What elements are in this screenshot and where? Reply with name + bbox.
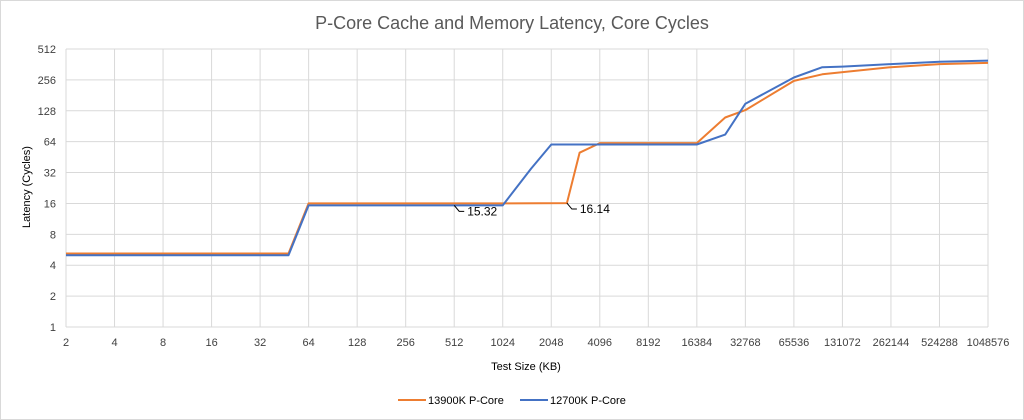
annotations: 15.32 16.14 [453, 202, 610, 218]
y-tick-labels: 1 2 4 8 16 32 64 128 256 512 [38, 44, 56, 334]
x-tick-label: 16 [205, 337, 217, 349]
x-tick-label: 524288 [921, 337, 958, 349]
y-tick-label: 2 [50, 291, 56, 303]
x-tick-label: 131072 [824, 337, 861, 349]
y-tick-label: 8 [50, 229, 56, 241]
x-tick-label: 16384 [682, 337, 713, 349]
grid [65, 48, 989, 328]
y-tick-label: 64 [44, 137, 56, 149]
annotation-leader [453, 205, 465, 212]
series-lines [66, 59, 989, 257]
legend-label: 12700K P-Core [550, 395, 626, 407]
x-tick-label: 1024 [490, 337, 514, 349]
x-axis-label: Test Size (KB) [491, 361, 561, 373]
x-tick-label: 512 [445, 337, 463, 349]
x-tick-label: 262144 [873, 337, 910, 349]
annotation-label: 15.32 [467, 204, 497, 218]
x-tick-label: 8192 [636, 337, 660, 349]
x-tick-label: 2 [63, 337, 69, 349]
y-axis-label: Latency (Cycles) [21, 146, 33, 228]
x-tick-label: 256 [397, 337, 415, 349]
annotation-leader [566, 202, 577, 210]
x-tick-label: 128 [348, 337, 366, 349]
x-tick-label: 64 [303, 337, 315, 349]
y-tick-label: 4 [50, 260, 56, 272]
y-tick-label: 1 [50, 322, 56, 334]
x-tick-label: 32768 [730, 337, 761, 349]
series-line-1 [66, 59, 989, 257]
x-tick-label: 1048576 [967, 337, 1010, 349]
y-tick-label: 128 [38, 106, 56, 118]
y-tick-label: 16 [44, 198, 56, 210]
x-tick-label: 8 [160, 337, 166, 349]
y-tick-label: 32 [44, 168, 56, 180]
legend-label: 13900K P-Core [428, 395, 504, 407]
x-tick-labels: 2 4 8 16 32 64 128 256 512 1024 2048 4096 8192 16384 3… [63, 337, 1009, 349]
legend: 13900K P-Core 12700K P-Core [398, 395, 626, 407]
x-tick-label: 4096 [588, 337, 612, 349]
x-tick-label: 2048 [539, 337, 563, 349]
annotation-label: 16.14 [580, 202, 610, 216]
y-tick-label: 256 [38, 75, 56, 87]
y-tick-label: 512 [38, 44, 56, 56]
series-line-0 [66, 61, 989, 255]
x-tick-label: 65536 [779, 337, 810, 349]
x-tick-label: 32 [254, 337, 266, 349]
chart-title: P-Core Cache and Memory Latency, Core Cy… [315, 13, 709, 33]
x-tick-label: 4 [111, 337, 117, 349]
